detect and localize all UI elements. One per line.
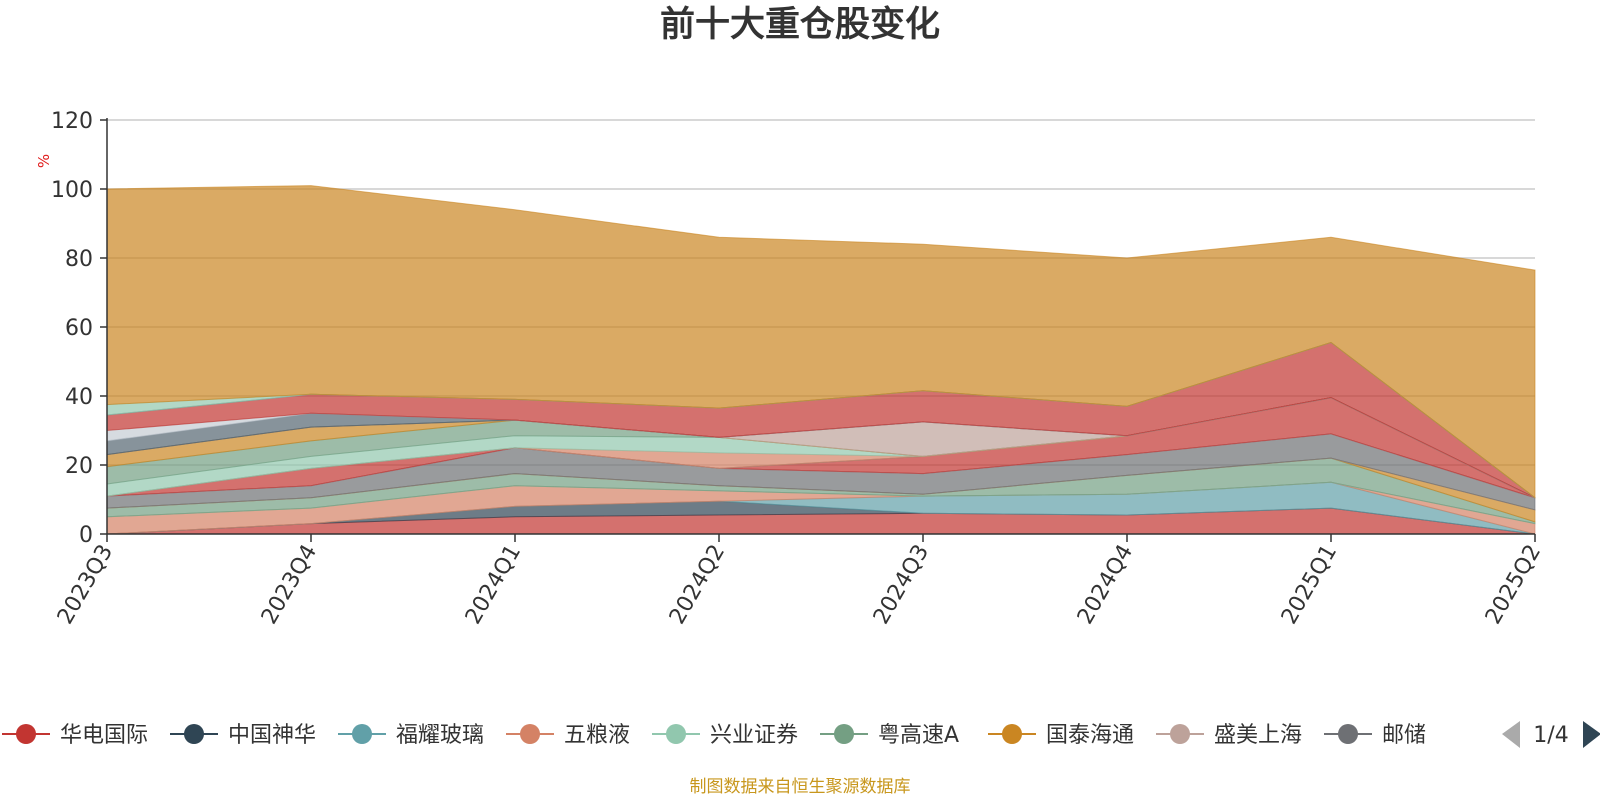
- y-tick-label: 80: [65, 247, 93, 272]
- x-tick-label: 2025Q1: [1277, 541, 1342, 629]
- legend-item[interactable]: 盛美上海: [1156, 723, 1302, 748]
- legend-next-arrow-icon[interactable]: [1583, 721, 1600, 748]
- y-tick-label: 100: [51, 178, 93, 203]
- y-tick-label: 40: [65, 385, 93, 410]
- x-tick-label: 2023Q3: [53, 541, 118, 629]
- legend-item[interactable]: 五粮液: [506, 723, 630, 748]
- y-tick-label: 120: [51, 109, 93, 134]
- legend-item[interactable]: 兴业证券: [652, 723, 798, 748]
- data-source-note: 制图数据来自恒生聚源数据库: [689, 777, 911, 797]
- legend-item-marker: [184, 724, 204, 744]
- x-tick-label: 2024Q4: [1073, 541, 1138, 629]
- legend-item-marker: [1170, 724, 1190, 744]
- legend-item[interactable]: 粤高速A: [820, 723, 959, 748]
- legend-item-marker: [666, 724, 686, 744]
- y-axis-unit-label: %: [35, 154, 53, 168]
- legend-page-indicator: 1/4: [1533, 723, 1568, 748]
- chart-title: 前十大重仓股变化: [659, 5, 940, 45]
- x-tick-label: 2024Q1: [461, 541, 526, 629]
- area-series-24: [106, 185, 1536, 499]
- legend-item-label: 五粮液: [564, 723, 630, 748]
- legend-item-label: 粤高速A: [878, 723, 959, 748]
- legend-item-label: 邮储: [1382, 723, 1426, 748]
- legend-item-marker: [1002, 724, 1022, 744]
- legend-item[interactable]: 中国神华: [170, 723, 316, 748]
- legend-item[interactable]: 福耀玻璃: [338, 723, 484, 748]
- legend-item-marker: [834, 724, 854, 744]
- legend-item[interactable]: 邮储: [1324, 723, 1426, 748]
- legend-item-label: 国泰海通: [1046, 723, 1134, 748]
- legend-item[interactable]: 国泰海通: [988, 723, 1134, 748]
- y-tick-label: 0: [79, 523, 93, 548]
- x-tick-label: 2023Q4: [257, 541, 322, 629]
- legend-item-label: 福耀玻璃: [396, 723, 484, 748]
- stacked-areas: [106, 185, 1536, 535]
- legend-item-label: 盛美上海: [1214, 723, 1302, 748]
- legend-item-label: 中国神华: [228, 723, 316, 748]
- x-tick-label: 2025Q2: [1481, 541, 1546, 629]
- legend: 华电国际 中国神华 福耀玻璃 五粮液 兴业证券 粤高速A 国泰海通 盛美上海 邮储 1/4: [2, 721, 1600, 748]
- legend-item-marker: [16, 724, 36, 744]
- legend-prev-arrow-icon[interactable]: [1502, 721, 1520, 748]
- y-tick-label: 60: [65, 316, 93, 341]
- legend-item-label: 兴业证券: [710, 723, 798, 748]
- legend-item-marker: [352, 724, 372, 744]
- legend-item-marker: [1338, 724, 1358, 744]
- legend-item-label: 华电国际: [60, 723, 148, 748]
- y-tick-label: 20: [65, 454, 93, 479]
- x-tick-label: 2024Q3: [869, 541, 934, 629]
- legend-item[interactable]: 华电国际: [2, 723, 148, 748]
- legend-item-marker: [520, 724, 540, 744]
- x-tick-label: 2024Q2: [665, 541, 730, 629]
- legend-items: 华电国际 中国神华 福耀玻璃 五粮液 兴业证券 粤高速A 国泰海通 盛美上海 邮储: [2, 723, 1426, 748]
